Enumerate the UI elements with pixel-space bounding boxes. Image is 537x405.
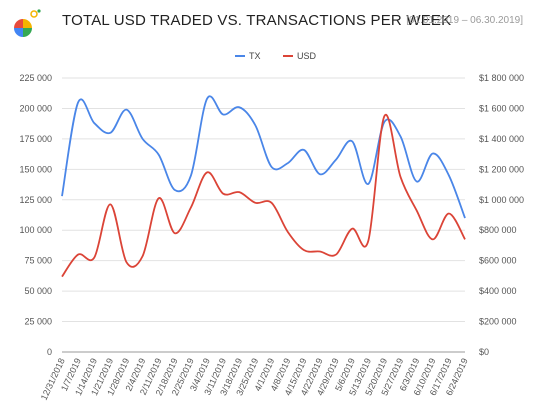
- chart-title: TOTAL USD TRADED VS. TRANSACTIONS PER WE…: [62, 12, 452, 29]
- left-tick-label: 225 000: [19, 73, 52, 83]
- left-tick-label: 25 000: [24, 317, 52, 327]
- series-line-usd: [61, 113, 466, 278]
- left-tick-label: 200 000: [19, 103, 52, 113]
- right-tick-label: $600 000: [479, 256, 517, 266]
- left-tick-label: 75 000: [24, 256, 52, 266]
- left-tick-label: 100 000: [19, 225, 52, 235]
- date-range-label: [01.01.2019 – 06.30.2019]: [406, 15, 523, 26]
- right-tick-label: $200 000: [479, 317, 517, 327]
- right-tick-label: $1 400 000: [479, 134, 524, 144]
- series-lines: [61, 95, 466, 278]
- right-tick-label: $800 000: [479, 225, 517, 235]
- company-logo: [4, 6, 48, 46]
- left-tick-label: 150 000: [19, 164, 52, 174]
- legend: TX USD: [235, 51, 317, 61]
- legend-label-tx: TX: [249, 51, 261, 61]
- right-tick-label: $0: [479, 347, 489, 357]
- left-tick-label: 50 000: [24, 286, 52, 296]
- left-tick-label: 175 000: [19, 134, 52, 144]
- left-tick-label: 125 000: [19, 195, 52, 205]
- right-tick-label: $400 000: [479, 286, 517, 296]
- gridlines: [62, 77, 465, 353]
- right-tick-label: $1 800 000: [479, 73, 524, 83]
- right-tick-label: $1 600 000: [479, 103, 524, 113]
- left-axis-ticks: 0 25 000 50 000 75 000 100 000 125 000 150 000…: [19, 73, 52, 357]
- right-tick-label: $1 000 000: [479, 195, 524, 205]
- x-axis-ticks: 12/31/20181/7/20191/14/20191/21/20191/28…: [39, 357, 470, 402]
- left-tick-label: 0: [47, 347, 52, 357]
- right-axis-ticks: $0 $200 000 $400 000 $600 000 $800 000 $1 000…: [479, 73, 524, 357]
- legend-label-usd: USD: [297, 51, 317, 61]
- right-tick-label: $1 200 000: [479, 164, 524, 174]
